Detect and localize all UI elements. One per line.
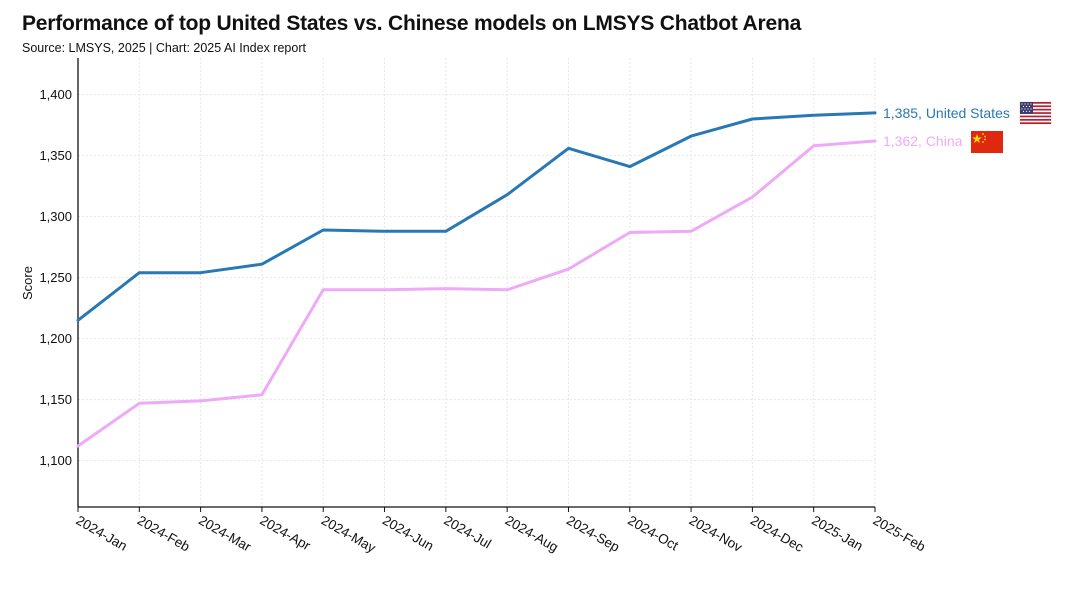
series-line-china — [76, 139, 877, 448]
us-flag-icon — [1019, 101, 1052, 125]
x-tick-label: 2024-Jan — [74, 513, 130, 554]
x-tick-label: 2024-Nov — [687, 513, 745, 555]
y-ticks: 1,100 1,150 1,200 1,250 1,300 1,350 1,400 — [39, 87, 72, 468]
chart-title: Performance of top United States vs. Chi… — [22, 12, 802, 35]
x-tick-label: 2024-Jun — [380, 513, 436, 554]
x-tick-label: 2024-Sep — [564, 513, 622, 555]
y-tick-label: 1,300 — [39, 209, 72, 224]
y-axis-label: Score — [20, 266, 35, 300]
x-tick-label: 2024-Oct — [625, 513, 681, 554]
x-tick-label: 2025-Jan — [809, 513, 865, 554]
y-tick-label: 1,350 — [39, 148, 72, 163]
x-ticks: 2024-Jan 2024-Feb 2024-Mar 2024-Apr 2024-May… — [74, 507, 929, 556]
y-tick-label: 1,150 — [39, 392, 72, 407]
axes — [77, 58, 875, 508]
y-tick-label: 1,250 — [39, 270, 72, 285]
end-labels: 1,385, United States 1,362, China — [883, 105, 1010, 149]
x-tick-label: 2024-Apr — [257, 513, 313, 554]
x-tick-label: 2024-Feb — [135, 513, 193, 555]
end-label-united-states: 1,385, United States — [883, 105, 1010, 121]
end-label-china: 1,362, China — [883, 133, 963, 149]
x-tick-label: 2024-Aug — [503, 513, 561, 555]
x-tick-label: 2024-May — [319, 513, 379, 556]
x-tick-label: 2024-Dec — [748, 513, 806, 555]
series-line-united-states — [76, 111, 877, 322]
grid-lines — [78, 58, 876, 507]
x-tick-label: 2024-Mar — [196, 513, 254, 555]
y-tick-label: 1,100 — [39, 453, 72, 468]
y-tick-label: 1,400 — [39, 87, 72, 102]
china-flag-icon — [971, 131, 1003, 153]
series — [76, 111, 877, 448]
x-tick-label: 2024-Jul — [441, 513, 493, 552]
y-tick-label: 1,200 — [39, 331, 72, 346]
chart-subtitle: Source: LMSYS, 2025 | Chart: 2025 AI Ind… — [22, 41, 306, 55]
x-tick-label: 2025-Feb — [871, 513, 929, 555]
